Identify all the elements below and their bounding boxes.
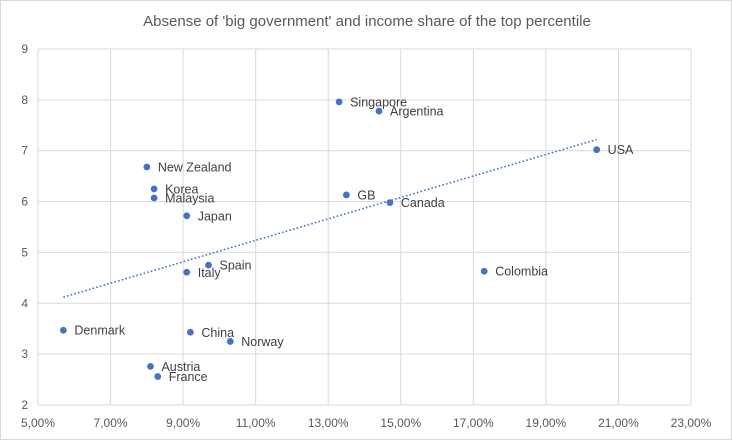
y-tick-label: 4: [21, 296, 28, 310]
data-point-spain: [205, 261, 212, 269]
data-point-japan: [183, 212, 191, 220]
y-tick-label: 2: [21, 398, 28, 412]
x-tick-label: 5,00%: [21, 416, 55, 430]
y-tick-label: 8: [21, 93, 28, 107]
point-label-usa: USA: [608, 143, 634, 157]
x-tick-label: 21,00%: [598, 416, 639, 430]
data-point-canada: [386, 199, 394, 206]
x-tick-label: 9,00%: [166, 416, 200, 430]
data-point-singapore: [335, 98, 343, 106]
x-tick-label: 19,00%: [526, 416, 567, 430]
data-point-austria: [147, 362, 154, 370]
point-label-japan: Japan: [198, 209, 232, 223]
x-tick-label: 11,00%: [236, 416, 276, 430]
data-point-norway: [226, 338, 234, 345]
data-point-italy: [183, 268, 191, 276]
data-point-new-zealand: [143, 163, 151, 171]
y-tick-label: 7: [21, 144, 28, 158]
data-point-gb: [342, 191, 350, 199]
y-axis-ticks: 2 3 4 5 6 7 8 9: [21, 42, 28, 412]
y-tick-label: 9: [21, 42, 28, 56]
data-point-argentina: [375, 107, 383, 115]
point-label-canada: Canada: [401, 196, 445, 210]
x-tick-label: 7,00%: [94, 416, 128, 430]
point-label-new-zealand: New Zealand: [158, 160, 232, 174]
data-points: [59, 98, 601, 380]
point-label-korea: Korea: [165, 182, 198, 196]
trendline: [63, 138, 597, 298]
gridlines: [37, 48, 692, 406]
point-label-spain: Spain: [220, 259, 252, 273]
point-label-china: China: [201, 326, 234, 340]
data-point-denmark: [59, 326, 67, 334]
data-point-france: [154, 373, 162, 380]
data-point-colombia: [480, 267, 488, 275]
y-tick-label: 6: [21, 195, 28, 209]
point-label-colombia: Colombia: [495, 265, 548, 279]
point-label-denmark: Denmark: [74, 324, 125, 338]
data-point-usa: [593, 146, 601, 154]
point-label-austria: Austria: [161, 360, 200, 374]
trendline-layer: [63, 138, 597, 298]
point-label-malaysia: Malaysia: [165, 192, 214, 206]
x-tick-label: 17,00%: [453, 416, 494, 430]
data-point-korea: [150, 185, 158, 193]
point-label-argentina: Argentina: [390, 105, 444, 119]
x-tick-label: 15,00%: [380, 416, 421, 430]
x-tick-label: 13,00%: [308, 416, 349, 430]
point-label-gb: GB: [357, 188, 375, 202]
point-label-norway: Norway: [241, 335, 284, 349]
x-axis-ticks: 5,00% 7,00% 9,00% 11,00% 13,00% 15,00% 17,00% 1…: [21, 416, 712, 430]
data-point-china: [186, 328, 194, 336]
data-point-malaysia: [150, 194, 158, 202]
y-tick-label: 5: [21, 245, 28, 259]
y-tick-label: 3: [21, 347, 28, 361]
point-label-singapore: Singapore: [350, 95, 407, 109]
point-label-italy: Italy: [198, 266, 222, 280]
x-tick-label: 23,00%: [671, 416, 712, 430]
chart-title: Absense of 'big government' and income s…: [143, 13, 591, 30]
point-label-france: France: [169, 370, 208, 384]
